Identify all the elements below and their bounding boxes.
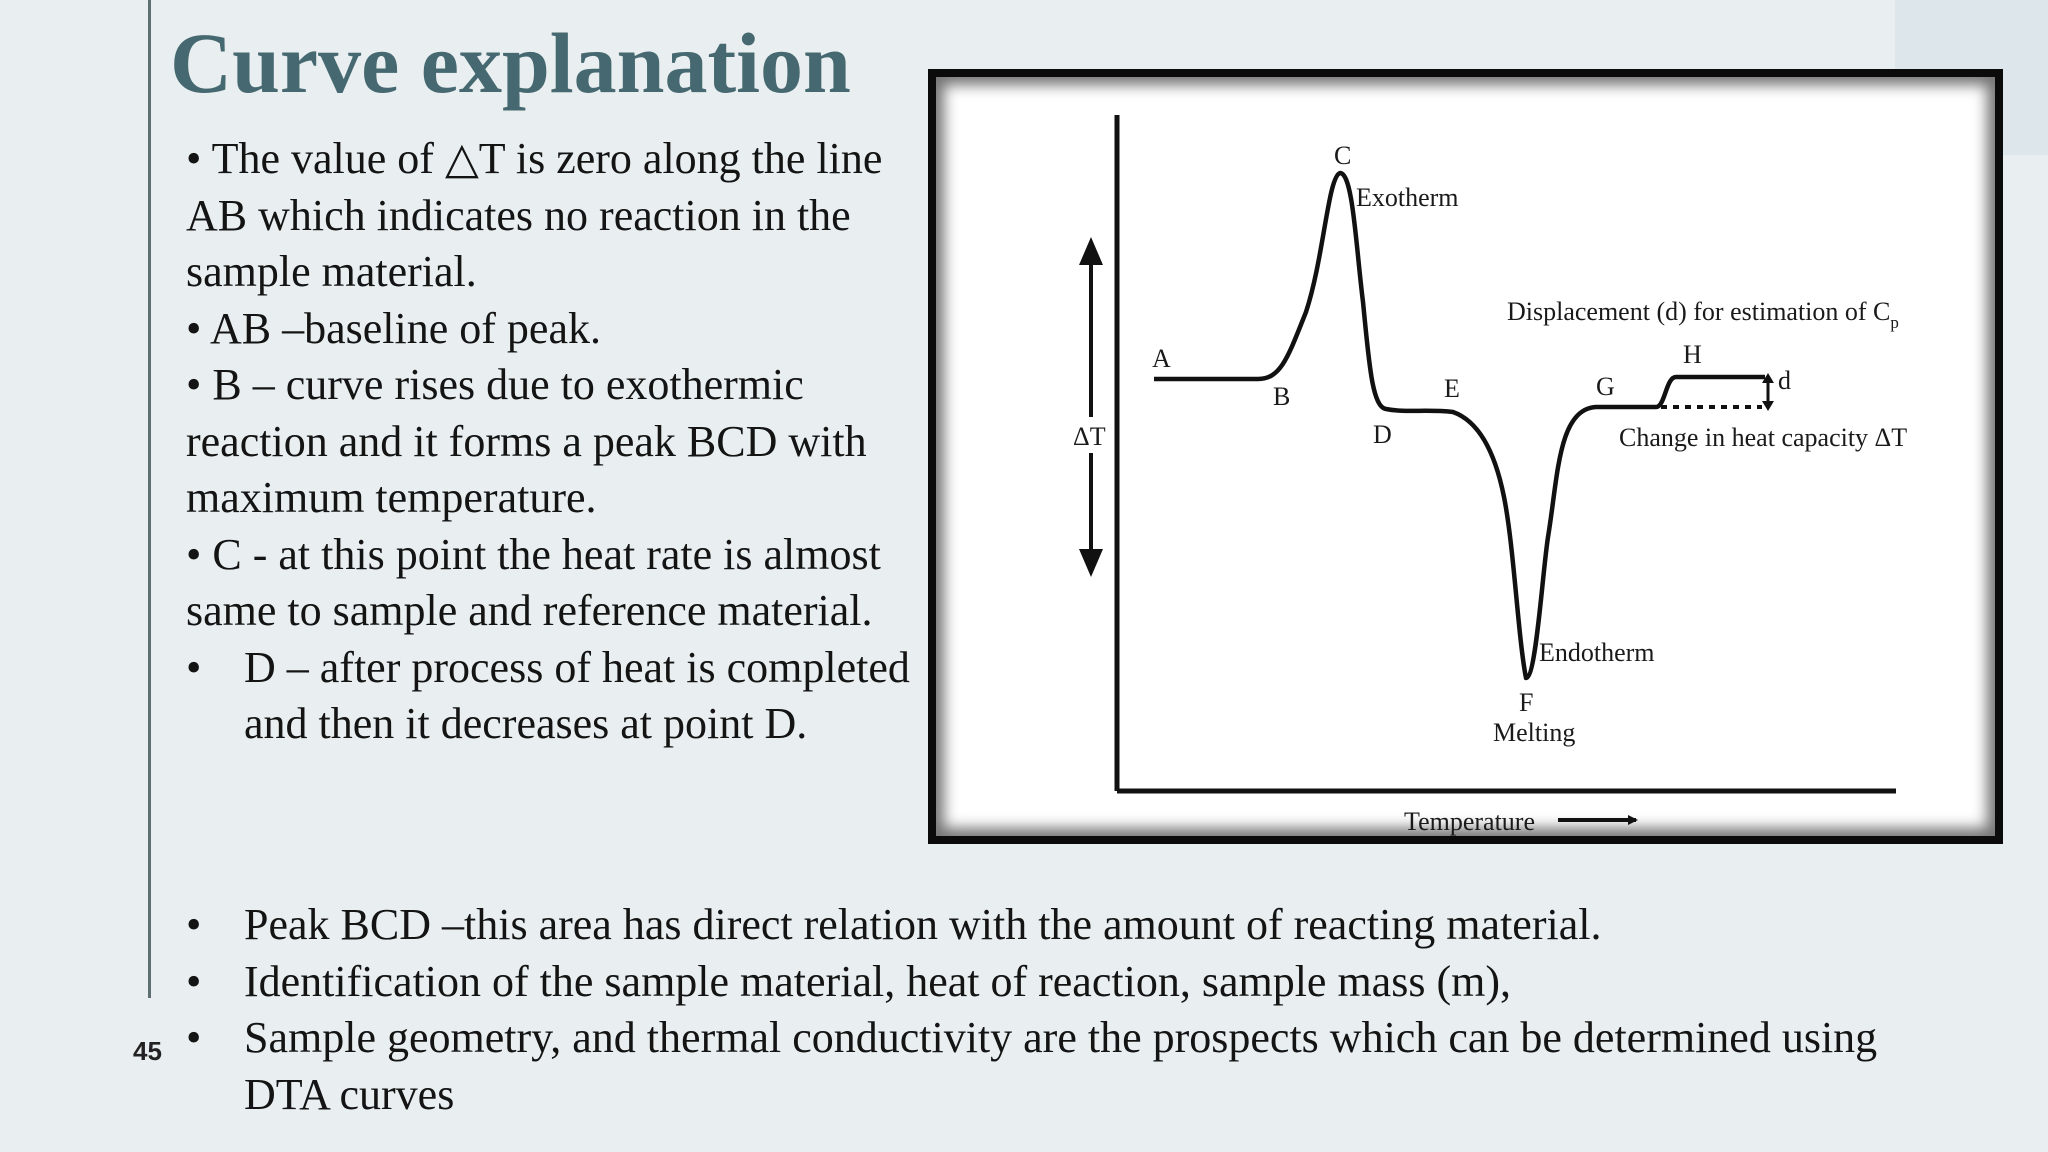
label-displacement: Displacement (d) for estimation of Cp: [1507, 297, 1899, 332]
label-b: B: [1273, 382, 1290, 411]
list-item-text: Identification of the sample material, h…: [244, 956, 1511, 1006]
label-heat-capacity: Change in heat capacity ΔT: [1619, 423, 1907, 452]
paragraph-ab-baseline: • AB –baseline of peak.: [186, 303, 601, 353]
dta-curve-figure: ΔT A B C Exotherm D E Endotherm F Meltin…: [928, 69, 2003, 844]
displacement-arrow-up: [1762, 373, 1774, 383]
label-g: G: [1596, 372, 1615, 401]
bottom-bullet-list: • Peak BCD –this area has direct relatio…: [186, 897, 1886, 1123]
page-number: 45: [133, 1036, 162, 1066]
list-item-text: D – after process of heat is completed a…: [244, 642, 910, 749]
label-e: E: [1444, 374, 1460, 403]
label-f: F: [1519, 688, 1533, 717]
bullet: •: [186, 900, 202, 949]
list-item-sample-geometry: • Sample geometry, and thermal conductiv…: [186, 1010, 1886, 1123]
list-item-text: Peak BCD –this area has direct relation …: [244, 900, 1602, 949]
label-d: D: [1373, 420, 1392, 449]
dta-curve: [1154, 170, 1765, 681]
label-endotherm: Endotherm: [1539, 638, 1655, 667]
list-item-d-point: • D – after process of heat is completed…: [186, 640, 926, 753]
bullet: •: [186, 956, 202, 1006]
label-melting: Melting: [1493, 718, 1575, 747]
paragraph-c-point: • C - at this point the heat rate is alm…: [186, 529, 881, 636]
delta-t-arrow-down: [1079, 549, 1103, 577]
displacement-arrow-down: [1762, 401, 1774, 411]
x-axis-label: Temperature: [1404, 807, 1535, 836]
paragraph-b-curve: • B – curve rises due to exothermic reac…: [186, 360, 867, 522]
label-c: C: [1334, 141, 1351, 170]
dta-curve-diagram: ΔT A B C Exotherm D E Endotherm F Meltin…: [1071, 115, 1907, 836]
label-h: H: [1683, 340, 1702, 369]
label-exotherm: Exotherm: [1356, 183, 1459, 212]
bullet: •: [186, 1013, 202, 1062]
label-d-displacement: d: [1778, 366, 1791, 395]
y-axis-label: ΔT: [1073, 422, 1106, 451]
list-item-identification: • Identification of the sample material,…: [186, 954, 1886, 1011]
left-text-block: • The value of △T is zero along the line…: [186, 131, 926, 753]
delta-t-arrow-up: [1079, 237, 1103, 265]
label-a: A: [1152, 344, 1171, 373]
bullet: •: [186, 642, 202, 692]
paragraph-delta-t: • The value of △T is zero along the line…: [186, 134, 883, 296]
slide-title: Curve explanation: [170, 15, 851, 111]
list-item-peak-bcd: • Peak BCD –this area has direct relatio…: [186, 897, 1886, 954]
list-item-text: Sample geometry, and thermal conductivit…: [244, 1013, 1878, 1119]
delta-t-label-bg: [1071, 417, 1113, 453]
vertical-divider-line: [148, 0, 151, 998]
